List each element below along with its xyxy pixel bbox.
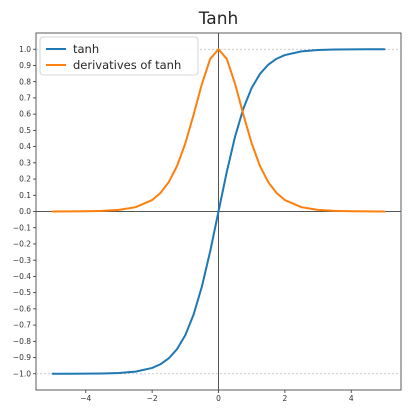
- y-tick-label: −0.5: [13, 288, 31, 297]
- y-tick-label: 0.5: [19, 126, 31, 135]
- legend-entry: derivatives of tanh: [73, 58, 181, 72]
- y-tick-label: −1.0: [13, 369, 31, 378]
- axis-ticks: −4 −2 0 2 4 −1.0 −0.9 −0.8 −0.7 −0.6 −0.5 −0.4 −0.3 −…: [13, 45, 354, 403]
- y-tick-label: 0.1: [19, 191, 31, 200]
- y-tick-label: 1.0: [19, 45, 31, 54]
- chart-title: Tanh: [198, 9, 239, 29]
- y-tick-label: 0.6: [19, 110, 31, 119]
- y-tick-label: −0.8: [13, 337, 31, 346]
- y-tick-label: 0.8: [19, 77, 31, 86]
- y-tick-label: −0.4: [13, 272, 31, 281]
- legend: tanh derivatives of tanh: [39, 36, 199, 76]
- y-tick-label: −0.1: [13, 223, 31, 232]
- y-tick-label: −0.6: [13, 304, 31, 313]
- y-tick-label: 0.9: [19, 61, 31, 70]
- y-tick-label: 0.3: [19, 158, 31, 167]
- x-tick-label: 4: [349, 394, 354, 403]
- legend-entry: tanh: [73, 42, 99, 56]
- x-tick-label: 2: [282, 394, 287, 403]
- y-tick-label: 0.2: [19, 175, 31, 184]
- y-tick-label: −0.9: [13, 353, 31, 362]
- y-tick-label: −0.7: [13, 321, 31, 330]
- series-layer: [51, 48, 386, 375]
- series-line-tanh: [51, 48, 386, 375]
- y-tick-label: 0.7: [19, 94, 31, 103]
- x-tick-label: −2: [147, 394, 158, 403]
- y-tick-label: 0.4: [19, 142, 31, 151]
- y-tick-label: −0.3: [13, 256, 31, 265]
- x-tick-label: −4: [80, 394, 91, 403]
- x-tick-label: 0: [216, 394, 221, 403]
- y-tick-label: −0.2: [13, 240, 31, 249]
- legend-box: [39, 36, 199, 76]
- series-line-derivative: [51, 48, 386, 213]
- y-tick-label: 0.0: [19, 207, 31, 216]
